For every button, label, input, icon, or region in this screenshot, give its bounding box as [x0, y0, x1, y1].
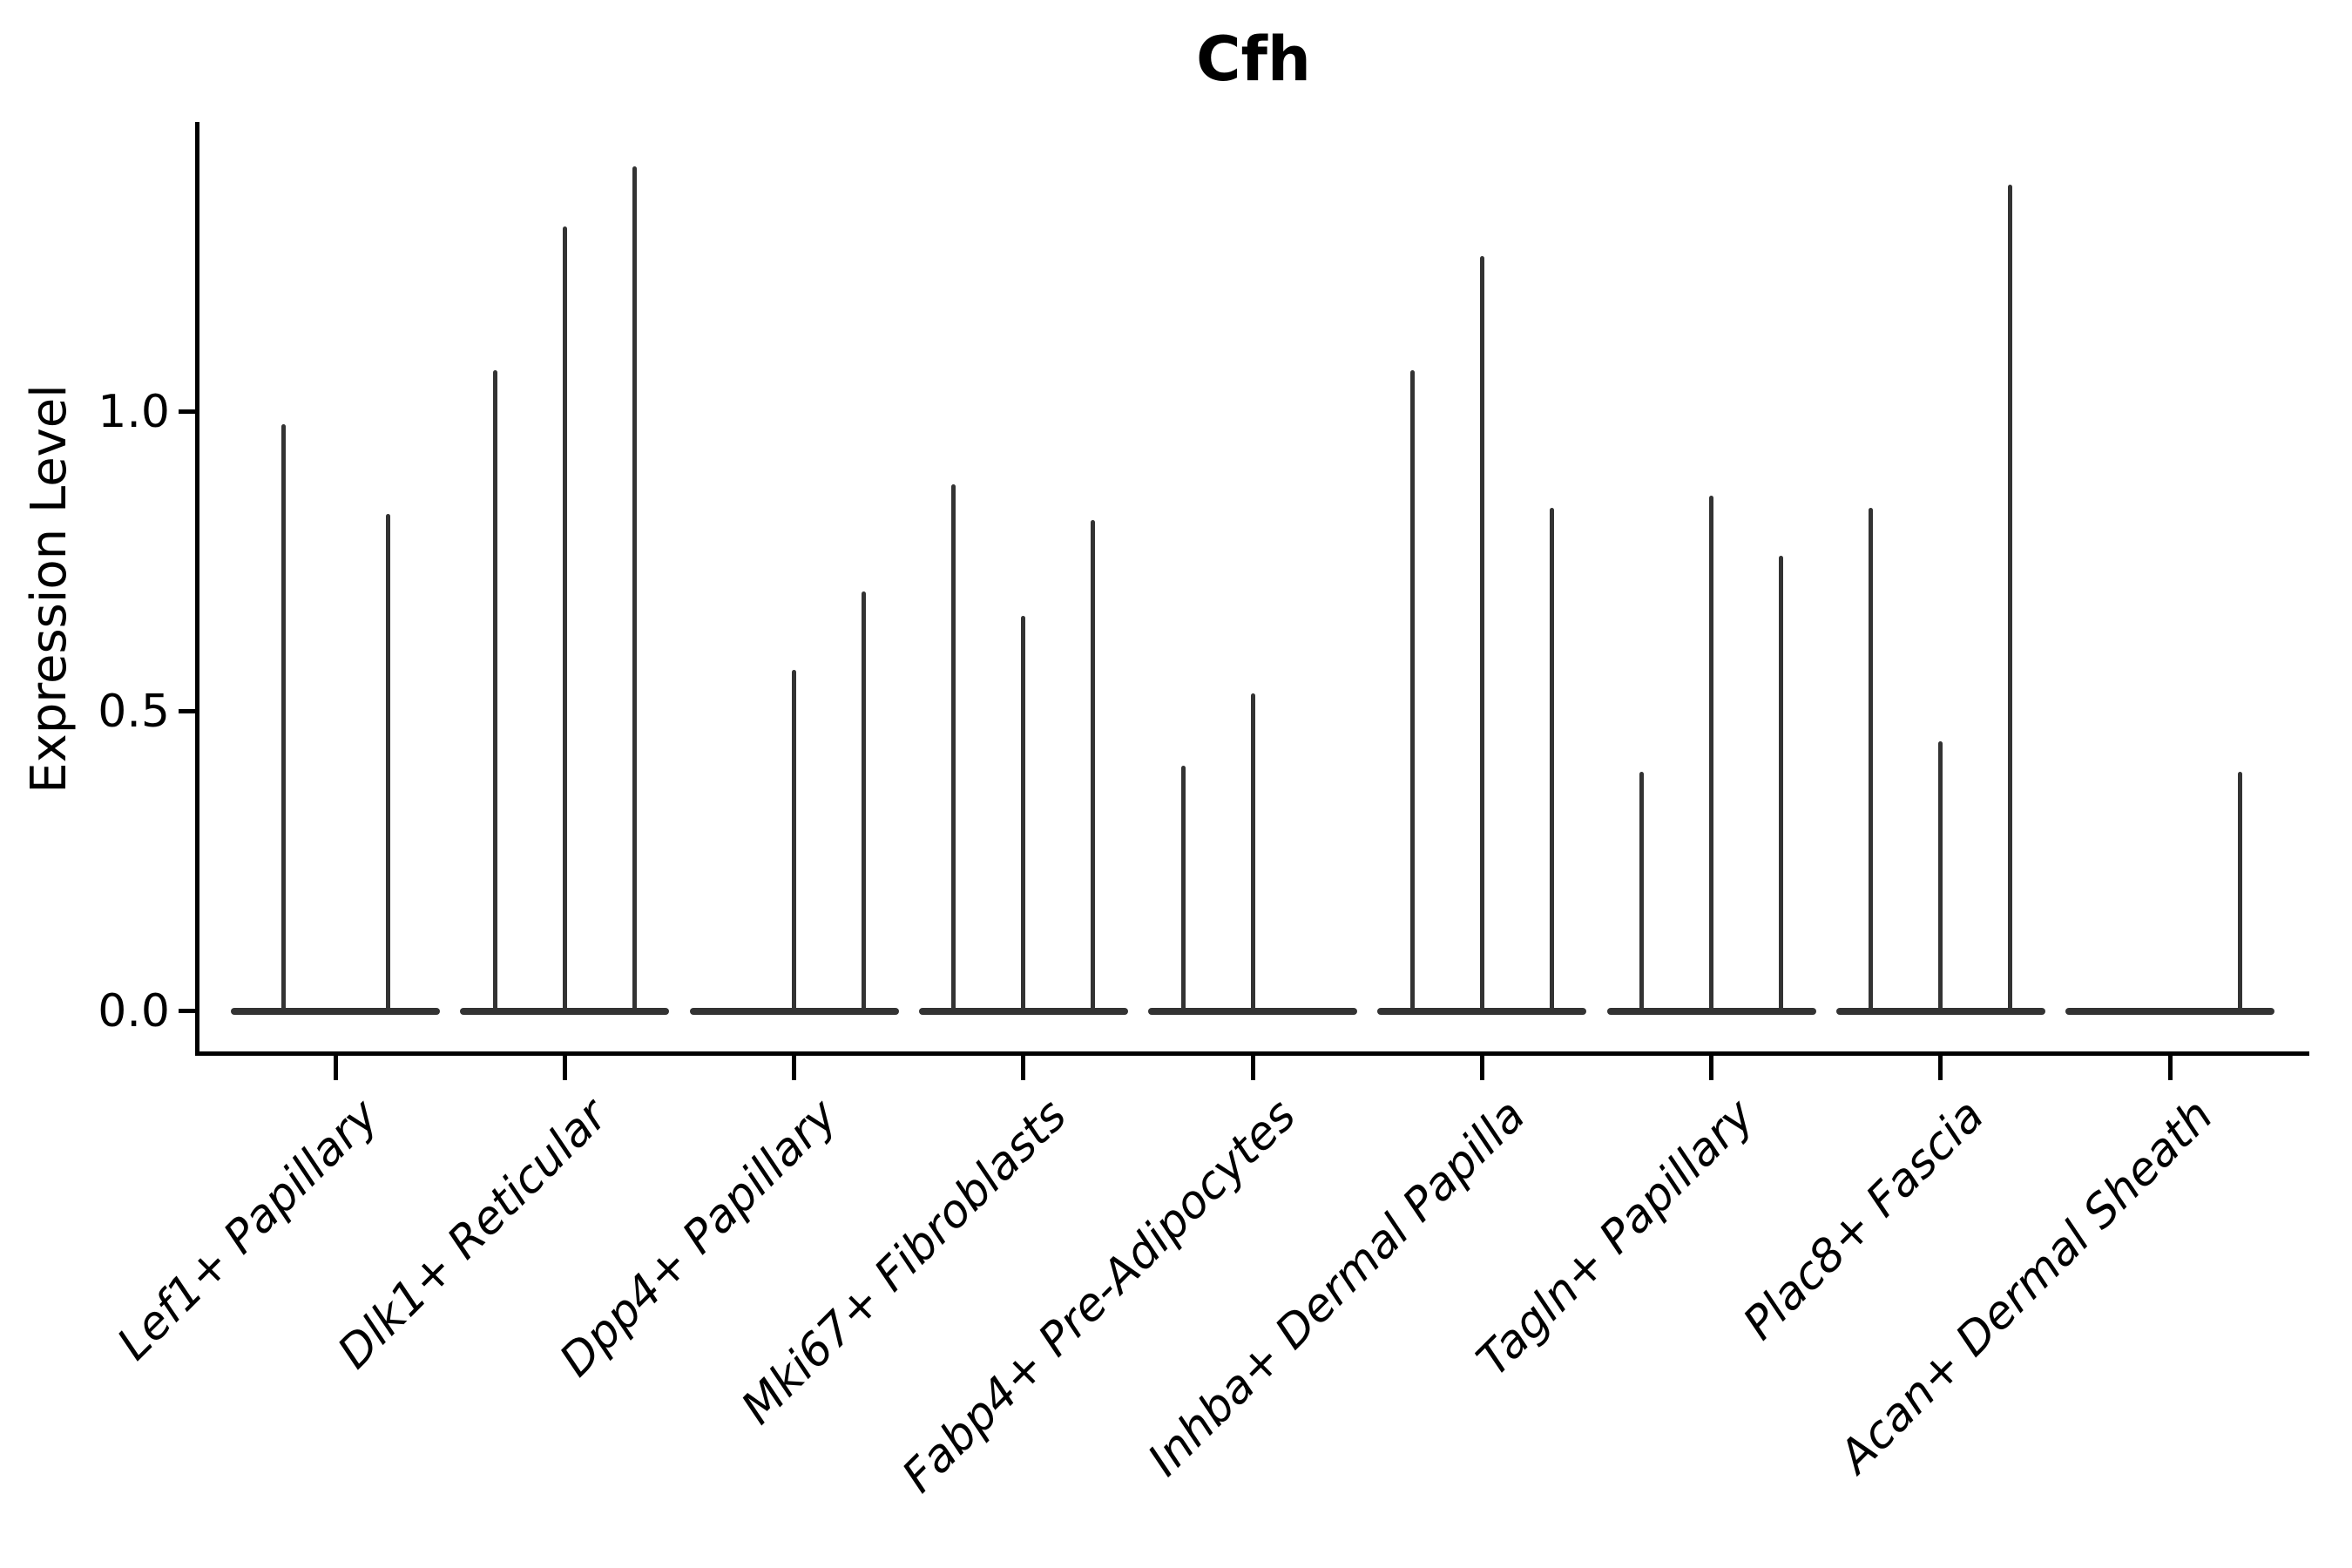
x-tick-mark	[562, 1056, 567, 1080]
y-tick-mark	[179, 709, 196, 713]
violin-spike	[632, 166, 637, 1015]
x-tick-mark	[1479, 1056, 1484, 1080]
x-tick-mark	[1709, 1056, 1713, 1080]
violin-spike	[1479, 256, 1484, 1015]
y-tick-label: 0.5	[98, 686, 170, 738]
x-tick-mark	[1250, 1056, 1255, 1080]
violin-spike	[1180, 766, 1186, 1015]
violin-spike	[1549, 508, 1554, 1015]
y-tick-mark	[179, 1009, 196, 1013]
violin-spike	[1869, 508, 1874, 1015]
violin-spike	[862, 591, 866, 1015]
violin-spike	[2237, 772, 2242, 1015]
x-tick-mark	[1938, 1056, 1943, 1080]
violin-spike	[1639, 772, 1644, 1015]
violin-spike	[1938, 741, 1943, 1015]
y-tick-label: 1.0	[98, 386, 170, 438]
x-tick-mark	[1021, 1056, 1026, 1080]
violin-spike	[2008, 185, 2013, 1015]
y-axis-spine	[195, 122, 199, 1056]
violin-spike	[1091, 520, 1096, 1015]
violin-base	[2065, 1008, 2274, 1015]
x-tick-label: Acan+ Dermal Sheath	[1829, 1089, 2224, 1484]
y-tick-mark	[179, 409, 196, 414]
violin-spike	[1409, 370, 1415, 1015]
violin-spike	[492, 370, 497, 1015]
violin-spike	[1709, 496, 1713, 1015]
x-tick-label: Plac8+ Fascia	[1733, 1089, 1994, 1350]
violin-spike	[1250, 693, 1255, 1015]
x-tick-mark	[792, 1056, 796, 1080]
chart-title: Cfh	[1196, 24, 1311, 95]
violin-base	[231, 1008, 440, 1015]
violin-spike	[280, 424, 286, 1015]
x-tick-mark	[333, 1056, 338, 1080]
x-tick-label: Inhba+ Dermal Papilla	[1138, 1089, 1536, 1487]
y-tick-label: 0.0	[98, 985, 170, 1037]
violin-spike	[792, 670, 796, 1015]
x-tick-label: Fabp4+ Pre-Adipocytes	[892, 1089, 1307, 1504]
violin-spike	[385, 514, 390, 1015]
violin-spike	[1021, 616, 1026, 1015]
x-tick-mark	[2167, 1056, 2173, 1080]
violin-spike	[562, 226, 567, 1015]
x-axis-spine	[195, 1051, 2309, 1056]
violin-spike	[951, 484, 956, 1015]
violin-spike	[1779, 556, 1783, 1015]
